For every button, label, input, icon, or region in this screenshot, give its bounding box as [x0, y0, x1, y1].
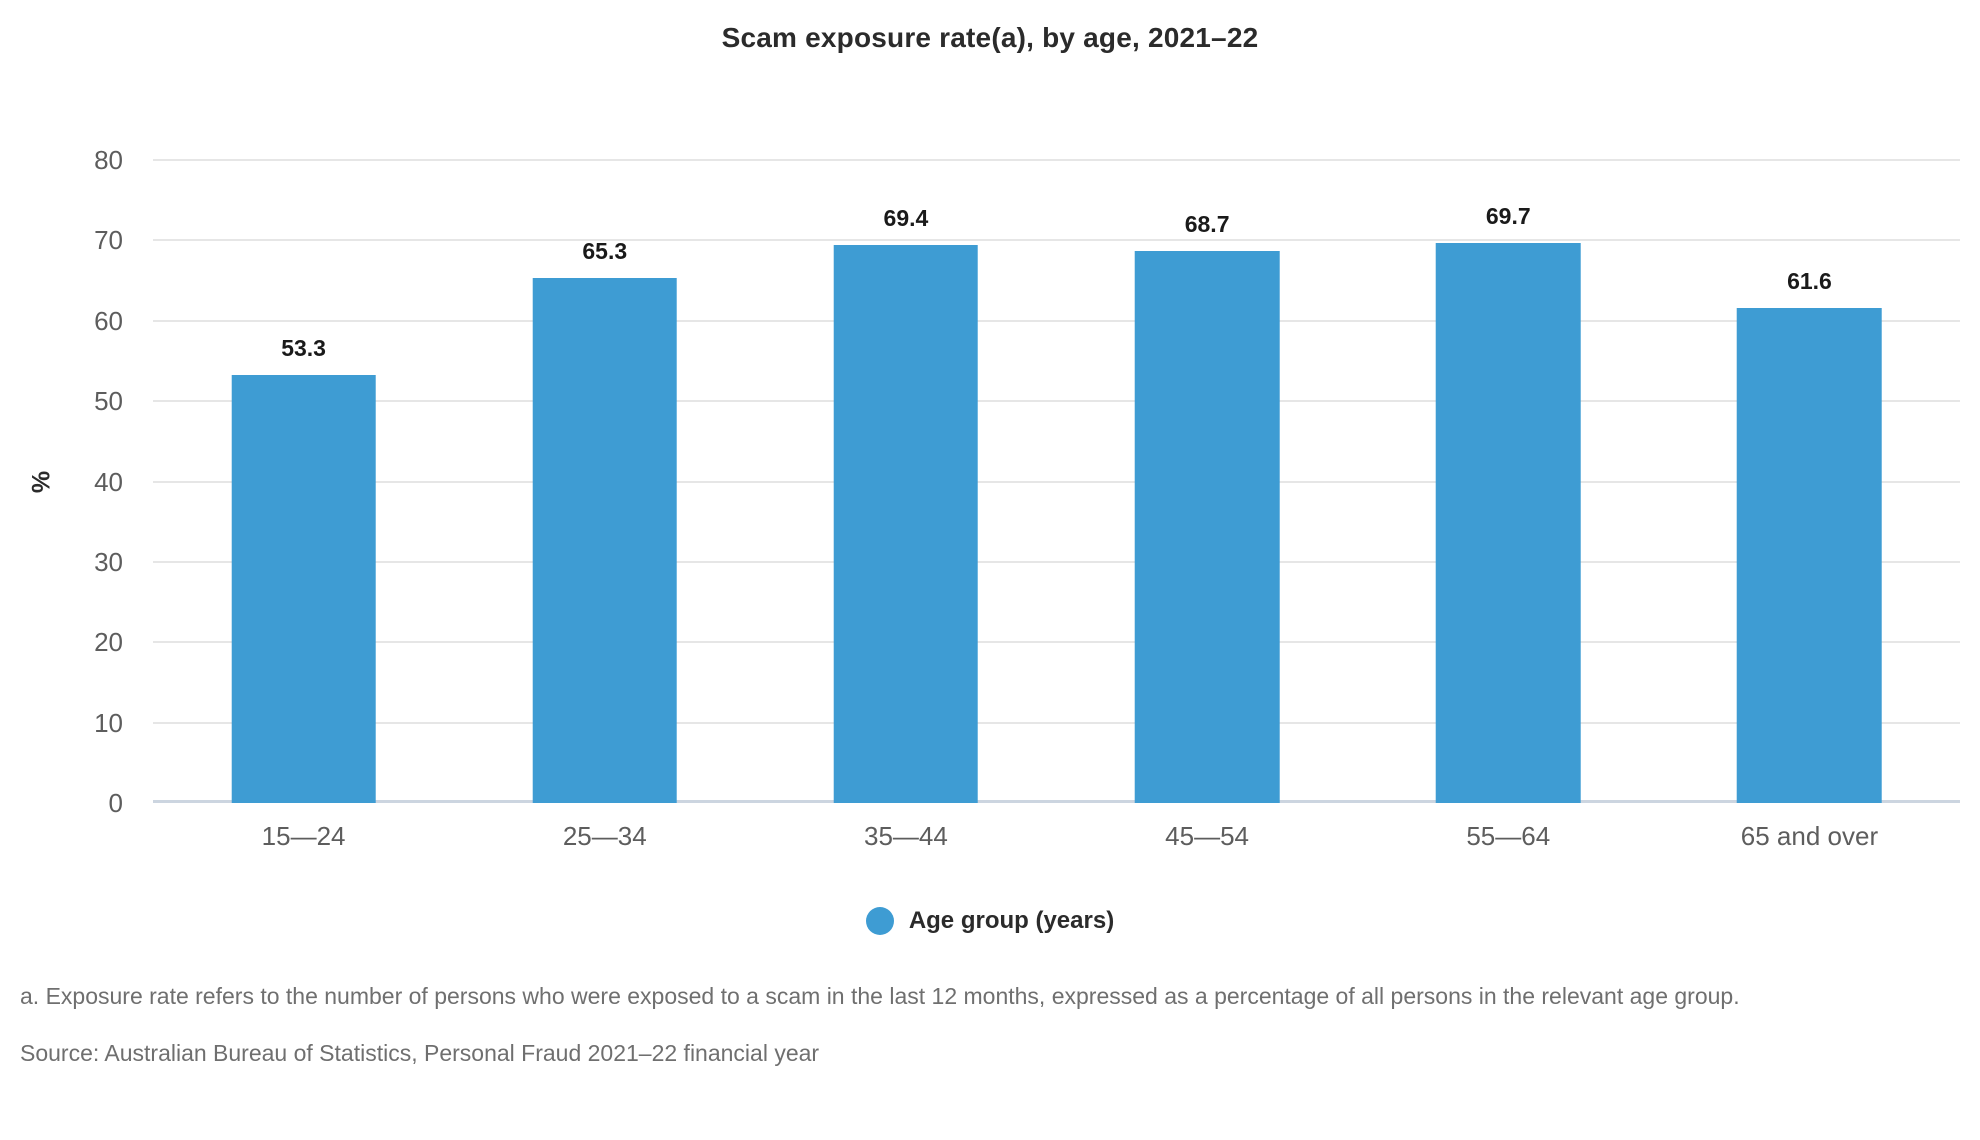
bar-slot: 69.4 35—44 — [755, 160, 1056, 851]
bar-15—24[interactable] — [231, 374, 376, 803]
y-tick-label: 0 — [108, 788, 123, 818]
legend-label: Age group (years) — [908, 907, 1115, 934]
gridline — [153, 641, 1960, 644]
x-tick-label: 25—34 — [562, 821, 647, 851]
legend: Age group (years) — [0, 907, 1980, 935]
y-tick-label: 30 — [94, 546, 123, 577]
bar-slot: 65.3 25—34 — [454, 160, 755, 851]
bar-value-label: 61.6 — [1787, 267, 1832, 294]
bar-65-and-over[interactable] — [1737, 307, 1882, 803]
x-tick-label: 55—64 — [1466, 821, 1551, 851]
gridline — [153, 400, 1960, 403]
y-tick-label: 50 — [94, 386, 123, 417]
y-tick-label: 70 — [94, 225, 123, 256]
bar-45—54[interactable] — [1134, 250, 1280, 803]
chart-title: Scam exposure rate(a), by age, 2021–22 — [721, 22, 1259, 53]
y-tick-label: 10 — [94, 707, 123, 738]
plot-area: % 53.3 15—24 65.3 25—34 69.4 35—44 68.7 45—54 69… — [28, 147, 1960, 851]
bar-slot: 69.7 55—64 — [1358, 160, 1659, 851]
y-tick-label: 60 — [94, 305, 123, 336]
bar-35—44[interactable] — [833, 245, 979, 803]
bar-slot: 53.3 15—24 — [153, 160, 454, 851]
bar-55—64[interactable] — [1435, 242, 1581, 803]
source-text: Source: Australian Bureau of Statistics,… — [20, 1039, 820, 1066]
bar-slot: 61.6 65 and over — [1659, 160, 1960, 851]
footnote-text: a. Exposure rate refers to the number of… — [20, 983, 1740, 1009]
x-tick-label: 35—44 — [864, 821, 948, 851]
gridline — [153, 239, 1960, 242]
bar-25—34[interactable] — [532, 278, 678, 803]
bar-value-label: 68.7 — [1184, 210, 1230, 237]
x-tick-label: 15—24 — [261, 821, 346, 851]
gridline — [153, 560, 1960, 563]
gridline — [153, 480, 1960, 483]
x-tick-label: 45—54 — [1165, 821, 1250, 851]
bar-value-label: 65.3 — [582, 238, 628, 265]
gridline — [153, 159, 1960, 161]
gridline — [153, 721, 1960, 724]
bar-value-label: 53.3 — [281, 334, 326, 361]
bars-container: 53.3 15—24 65.3 25—34 69.4 35—44 68.7 45—54 69.7… — [153, 160, 1960, 851]
y-tick-label: 20 — [94, 627, 123, 658]
x-axis-line — [153, 800, 1960, 803]
x-tick-label: 65 and over — [1740, 821, 1879, 851]
bar-value-label: 69.4 — [883, 205, 929, 232]
bar-slot: 68.7 45—54 — [1057, 160, 1358, 851]
gridline — [153, 319, 1960, 322]
y-tick-label: 40 — [94, 466, 123, 497]
legend-marker-circle — [865, 907, 894, 935]
y-tick-label: 80 — [94, 145, 123, 175]
bar-value-label: 69.7 — [1485, 202, 1531, 229]
